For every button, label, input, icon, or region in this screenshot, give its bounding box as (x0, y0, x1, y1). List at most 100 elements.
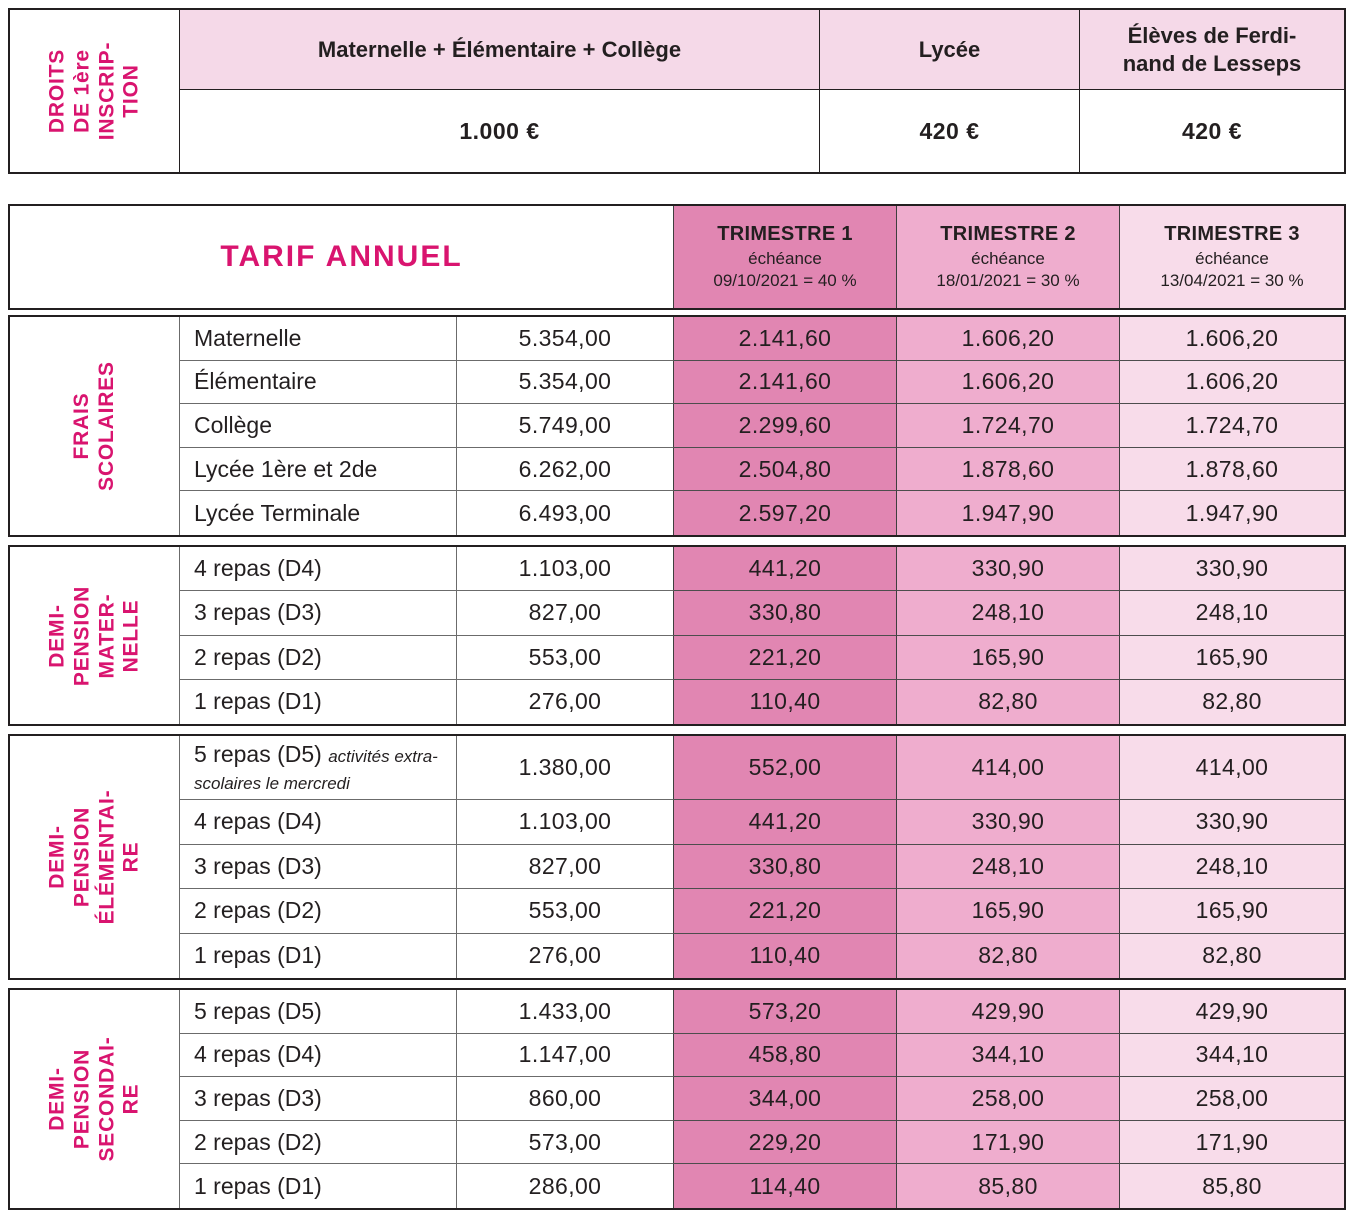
trimester-2-price: 82,80 (897, 679, 1120, 724)
registration-row-header: DROITS DE 1ère INSCRIP- TION (10, 10, 180, 172)
trimester-2-price: 414,00 (897, 736, 1120, 800)
trimester-2-price: 1.724,70 (897, 404, 1120, 448)
section-demi-pension-elementaire: DEMI- PENSION ÉLÉMENTAI- RE 5 repas (D5)… (8, 734, 1346, 980)
annual-price: 860,00 (457, 1077, 674, 1121)
trimester-2-price: 258,00 (897, 1077, 1120, 1121)
trimester-3-price: 165,90 (1120, 635, 1344, 680)
section-demi-pension-maternelle: DEMI- PENSION MATER- NELLE 4 repas (D4) … (8, 545, 1346, 726)
annual-tariff-header: TARIF ANNUEL TRIMESTRE 1 échéance 09/10/… (8, 204, 1346, 310)
row-label: 5 repas (D5) (180, 990, 457, 1034)
trimester-3-price: 344,10 (1120, 1033, 1344, 1078)
row-label: 3 repas (D3) (180, 844, 457, 889)
trimester-3-price: 171,90 (1120, 1120, 1344, 1165)
trimester-2-price: 171,90 (897, 1120, 1120, 1165)
trimester-1-price: 2.141,60 (674, 360, 897, 405)
row-label: 5 repas (D5) (194, 741, 322, 768)
trimester-2-price: 1.947,90 (897, 491, 1120, 535)
annual-price: 573,00 (457, 1120, 674, 1165)
row-label: 3 repas (D3) (180, 1077, 457, 1121)
trimester-1-price: 2.141,60 (674, 317, 897, 361)
annual-price: 276,00 (457, 933, 674, 978)
trimester-2-name: TRIMESTRE 2 (940, 223, 1076, 246)
trimester-1-price: 229,20 (674, 1120, 897, 1165)
trimester-3-price: 248,10 (1120, 844, 1344, 889)
section-label-text: FRAIS SCOLAIRES (69, 361, 118, 491)
row-label: 2 repas (D2) (180, 635, 457, 680)
trimester-2-price: 248,10 (897, 591, 1120, 636)
section-label-demi-pension-maternelle: DEMI- PENSION MATER- NELLE (10, 547, 180, 724)
trimester-1-price: 114,40 (674, 1164, 897, 1208)
trimester-1-price: 458,80 (674, 1033, 897, 1078)
trimester-1-header: TRIMESTRE 1 échéance 09/10/2021 = 40 % (674, 206, 897, 308)
trimester-1-price: 573,20 (674, 990, 897, 1034)
section-label-text: DEMI- PENSION SECONDAI- RE (44, 1036, 143, 1162)
trimester-1-price: 2.597,20 (674, 491, 897, 535)
row-label: Maternelle (180, 317, 457, 361)
annual-price: 6.493,00 (457, 491, 674, 535)
annual-price: 1.103,00 (457, 547, 674, 592)
trimester-2-price: 1.878,60 (897, 447, 1120, 492)
row-label-note: activités extra-scolaires le mercredi (194, 747, 438, 793)
annual-price: 5.354,00 (457, 317, 674, 361)
row-label: Lycée 1ère et 2de (180, 447, 457, 492)
row-label: 4 repas (D4) (180, 800, 457, 845)
row-label: 4 repas (D4) (180, 547, 457, 592)
section-label-text: DEMI- PENSION ÉLÉMENTAI- RE (44, 789, 143, 925)
annual-price: 276,00 (457, 679, 674, 724)
section-label-demi-pension-elementaire: DEMI- PENSION ÉLÉMENTAI- RE (10, 736, 180, 978)
section-demi-pension-secondaire: DEMI- PENSION SECONDAI- RE 5 repas (D5) … (8, 988, 1346, 1210)
trimester-1-price: 552,00 (674, 736, 897, 800)
trimester-2-price: 1.606,20 (897, 360, 1120, 405)
section-label-text: DEMI- PENSION MATER- NELLE (44, 585, 143, 686)
row-label: 1 repas (D1) (180, 1164, 457, 1208)
trimester-3-price: 1.606,20 (1120, 317, 1344, 361)
trimester-2-price: 165,90 (897, 635, 1120, 680)
trimester-1-price: 330,80 (674, 844, 897, 889)
annual-price: 1.380,00 (457, 736, 674, 800)
annual-price: 1.147,00 (457, 1033, 674, 1078)
trimester-3-price: 165,90 (1120, 889, 1344, 934)
section-frais-scolaires: FRAIS SCOLAIRES Maternelle 5.354,00 2.14… (8, 315, 1346, 537)
trimester-3-price: 330,90 (1120, 800, 1344, 845)
trimester-1-price: 344,00 (674, 1077, 897, 1121)
trimester-2-price: 429,90 (897, 990, 1120, 1034)
row-label: 2 repas (D2) (180, 1120, 457, 1165)
trimester-1-price: 221,20 (674, 889, 897, 934)
tariff-title: TARIF ANNUEL (10, 206, 674, 308)
annual-price: 1.103,00 (457, 800, 674, 845)
annual-price: 1.433,00 (457, 990, 674, 1034)
trimester-1-echeance-date: 09/10/2021 = 40 % (713, 271, 857, 291)
trimester-1-price: 2.504,80 (674, 447, 897, 492)
annual-price: 5.749,00 (457, 404, 674, 448)
row-label: Lycée Terminale (180, 491, 457, 535)
trimester-1-name: TRIMESTRE 1 (717, 223, 853, 246)
trimester-1-price: 110,40 (674, 679, 897, 724)
trimester-3-price: 248,10 (1120, 591, 1344, 636)
trimester-3-name: TRIMESTRE 3 (1164, 223, 1300, 246)
annual-price: 6.262,00 (457, 447, 674, 492)
annual-price: 286,00 (457, 1164, 674, 1208)
registration-fee-mat-elem-college: 1.000 € (180, 90, 820, 172)
trimester-3-price: 85,80 (1120, 1164, 1344, 1208)
trimester-2-price: 85,80 (897, 1164, 1120, 1208)
row-label: Collège (180, 404, 457, 448)
row-label: 2 repas (D2) (180, 889, 457, 934)
trimester-2-price: 82,80 (897, 933, 1120, 978)
annual-price: 827,00 (457, 844, 674, 889)
trimester-3-price: 82,80 (1120, 679, 1344, 724)
annual-price: 553,00 (457, 889, 674, 934)
trimester-3-price: 429,90 (1120, 990, 1344, 1034)
trimester-2-price: 248,10 (897, 844, 1120, 889)
registration-fees-table: DROITS DE 1ère INSCRIP- TION Maternelle … (8, 8, 1346, 174)
row-label: 3 repas (D3) (180, 591, 457, 636)
registration-fee-lycee: 420 € (820, 90, 1080, 172)
trimester-3-price: 1.947,90 (1120, 491, 1344, 535)
trimester-3-header: TRIMESTRE 3 échéance 13/04/2021 = 30 % (1120, 206, 1344, 308)
row-label: 4 repas (D4) (180, 1033, 457, 1078)
registration-col-header-mat-elem-college: Maternelle + Élémentaire + Collège (180, 10, 820, 90)
trimester-1-price: 221,20 (674, 635, 897, 680)
trimester-2-price: 330,90 (897, 800, 1120, 845)
registration-fee-lesseps: 420 € (1080, 90, 1344, 172)
registration-col-header-lesseps: Élèves de Ferdi- nand de Lesseps (1080, 10, 1344, 90)
